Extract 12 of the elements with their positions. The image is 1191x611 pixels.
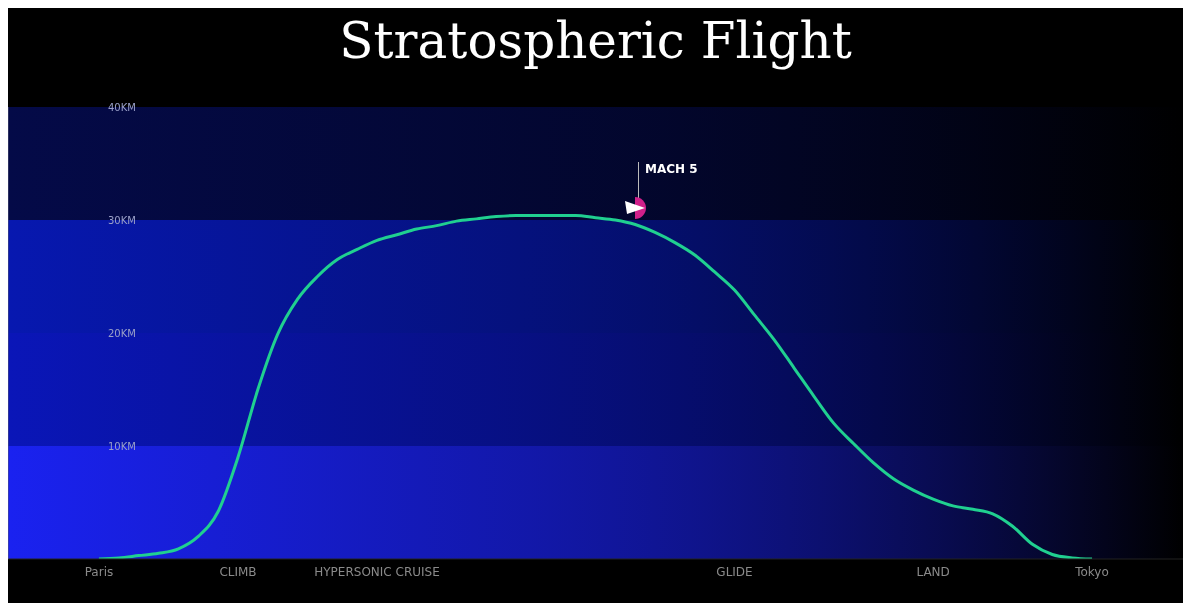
y-tick-label: 20KM bbox=[108, 328, 136, 339]
x-tick-label: HYPERSONIC CRUISE bbox=[314, 564, 440, 579]
y-tick-label: 10KM bbox=[108, 441, 136, 452]
chart-title: Stratospheric Flight bbox=[338, 12, 853, 70]
line-series bbox=[97, 213, 1094, 559]
x-tick-label: LAND bbox=[916, 564, 950, 579]
annotation: MACH 5 bbox=[638, 162, 698, 202]
x-tick-label: GLIDE bbox=[716, 564, 753, 579]
y-tick-label: 40KM bbox=[108, 102, 136, 113]
x-tick-label: Tokyo bbox=[1074, 564, 1109, 579]
x-tick-label: CLIMB bbox=[219, 564, 257, 579]
x-tick-label: Paris bbox=[84, 564, 114, 579]
